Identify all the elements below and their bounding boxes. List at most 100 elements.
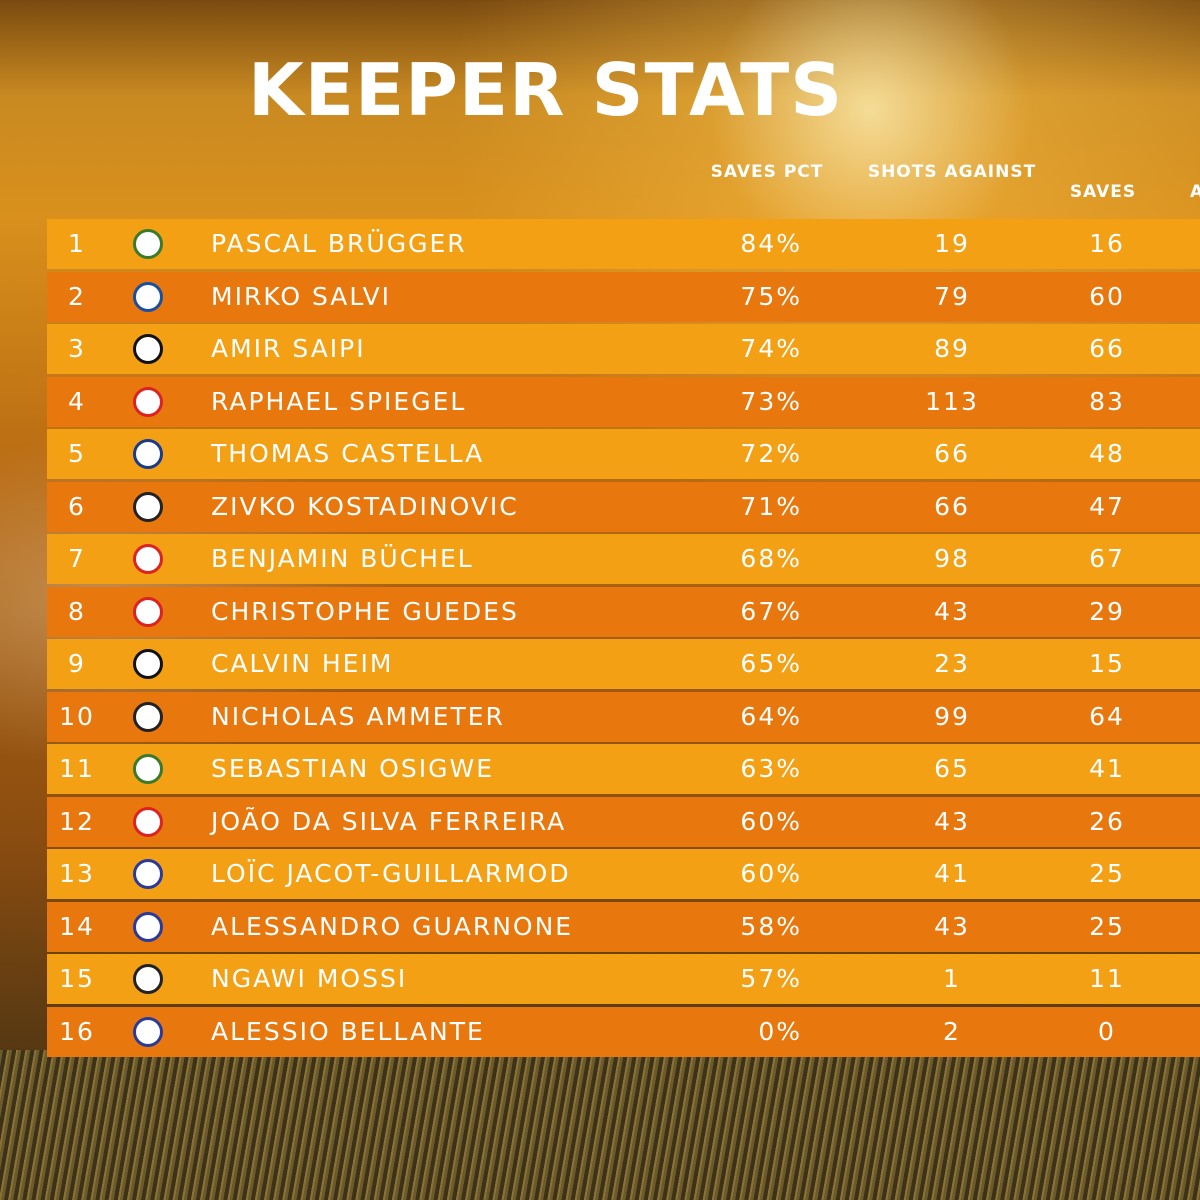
player-name: AMIR SAIPI <box>211 334 366 363</box>
saves: 0 <box>1098 1016 1116 1046</box>
saves-pct: 67% <box>740 596 802 626</box>
shots-against: 41 <box>934 859 970 888</box>
saves: 25 <box>1089 911 1125 941</box>
shots-against: 43 <box>934 911 970 941</box>
rank: 8 <box>68 596 86 626</box>
shots-against: 43 <box>934 806 970 836</box>
saves: 11 <box>1089 964 1125 993</box>
saves-pct: 60% <box>740 859 802 888</box>
team-logo <box>133 386 163 417</box>
player-name: PASCAL BRÜGGER <box>211 229 467 258</box>
rank: 14 <box>59 911 95 941</box>
saves-pct: 65% <box>740 649 802 678</box>
rank: 1 <box>68 229 86 258</box>
saves-pct: 0% <box>758 1016 802 1046</box>
team-logo <box>133 334 163 364</box>
team-logo <box>133 964 163 994</box>
saves-pct: 84% <box>740 229 802 258</box>
player-name: ALESSANDRO GUARNONE <box>211 911 574 941</box>
saves: 64 <box>1089 701 1125 731</box>
table-row: 8 CHRISTOPHE GUEDES 67% 43 29 <box>47 586 1200 637</box>
team-logo <box>133 544 163 574</box>
table-row: 13 LOÏC JACOT-GUILLARMOD 60% 41 25 <box>47 849 1200 899</box>
saves: 67 <box>1089 544 1125 573</box>
table-row: 16 ALESSIO BELLANTE 0% 2 0 <box>47 1006 1200 1057</box>
shots-against: 1 <box>943 964 961 993</box>
shots-against: 89 <box>934 334 970 363</box>
saves: 16 <box>1089 229 1125 258</box>
saves-pct: 60% <box>740 806 802 836</box>
team-logo <box>133 649 163 679</box>
saves: 15 <box>1089 649 1125 678</box>
table-row: 14 ALESSANDRO GUARNONE 58% 43 25 <box>47 901 1200 952</box>
rank: 12 <box>59 806 95 836</box>
table-row: 1 PASCAL BRÜGGER 84% 19 16 <box>47 219 1200 269</box>
player-name: THOMAS CASTELLA <box>211 439 485 468</box>
column-header: SAVES <box>1069 182 1137 202</box>
team-logo <box>133 281 163 312</box>
column-header: A <box>1190 182 1200 202</box>
team-logo <box>133 596 163 627</box>
team-logo <box>133 806 163 837</box>
team-logo <box>133 701 163 732</box>
player-name: CHRISTOPHE GUEDES <box>211 596 519 626</box>
table-row: 3 AMIR SAIPI 74% 89 66 <box>47 324 1200 374</box>
team-logo <box>133 439 163 469</box>
saves: 25 <box>1089 859 1125 888</box>
player-name: ZIVKO KOSTADINOVIC <box>211 491 519 521</box>
saves-pct: 72% <box>740 439 802 468</box>
table-row: 4 RAPHAEL SPIEGEL 73% 113 83 <box>47 376 1200 427</box>
saves-pct: 71% <box>740 491 802 521</box>
saves: 41 <box>1089 754 1125 783</box>
saves: 66 <box>1089 334 1125 363</box>
column-header: SAVES PCT <box>710 162 824 182</box>
saves: 60 <box>1089 281 1125 311</box>
saves-pct: 68% <box>740 544 802 573</box>
saves: 26 <box>1089 806 1125 836</box>
team-logo <box>133 859 163 889</box>
saves: 29 <box>1089 596 1125 626</box>
saves: 47 <box>1089 491 1125 521</box>
table-row: 12 JOÃO DA SILVA FERREIRA 60% 43 26 <box>47 796 1200 847</box>
team-logo <box>133 229 163 259</box>
saves-pct: 73% <box>740 386 802 416</box>
player-name: NICHOLAS AMMETER <box>211 701 505 731</box>
shots-against: 23 <box>934 649 970 678</box>
table-row: 11 SEBASTIAN OSIGWE 63% 65 41 <box>47 744 1200 794</box>
shots-against: 43 <box>934 596 970 626</box>
saves-pct: 64% <box>740 701 802 731</box>
rank: 10 <box>59 701 95 731</box>
saves-pct: 57% <box>740 964 802 993</box>
grass <box>0 1050 1200 1200</box>
player-name: MIRKO SALVI <box>211 281 392 311</box>
table-row: 10 NICHOLAS AMMETER 64% 99 64 <box>47 691 1200 742</box>
saves: 48 <box>1089 439 1125 468</box>
player-name: BENJAMIN BÜCHEL <box>211 544 474 573</box>
table-row: 2 MIRKO SALVI 75% 79 60 <box>47 271 1200 322</box>
shots-against: 2 <box>943 1016 961 1046</box>
player-name: RAPHAEL SPIEGEL <box>211 386 467 416</box>
table-row: 15 NGAWI MOSSI 57% 1 11 <box>47 954 1200 1004</box>
shots-against: 79 <box>934 281 970 311</box>
shots-against: 99 <box>934 701 970 731</box>
rank: 6 <box>68 491 86 521</box>
team-logo <box>133 754 163 784</box>
shots-against: 66 <box>934 439 970 468</box>
table-row: 7 BENJAMIN BÜCHEL 68% 98 67 <box>47 534 1200 584</box>
rank: 13 <box>59 859 95 888</box>
team-logo <box>133 911 163 942</box>
table-row: 9 CALVIN HEIM 65% 23 15 <box>47 639 1200 689</box>
player-name: SEBASTIAN OSIGWE <box>211 754 494 783</box>
rank: 2 <box>68 281 86 311</box>
saves-pct: 58% <box>740 911 802 941</box>
table-row: 6 ZIVKO KOSTADINOVIC 71% 66 47 <box>47 481 1200 532</box>
saves-pct: 75% <box>740 281 802 311</box>
player-name: NGAWI MOSSI <box>211 964 408 993</box>
player-name: CALVIN HEIM <box>211 649 394 678</box>
player-name: JOÃO DA SILVA FERREIRA <box>211 806 567 836</box>
rank: 16 <box>59 1016 95 1046</box>
rank: 11 <box>59 754 95 783</box>
saves-pct: 74% <box>740 334 802 363</box>
team-logo <box>133 491 163 522</box>
